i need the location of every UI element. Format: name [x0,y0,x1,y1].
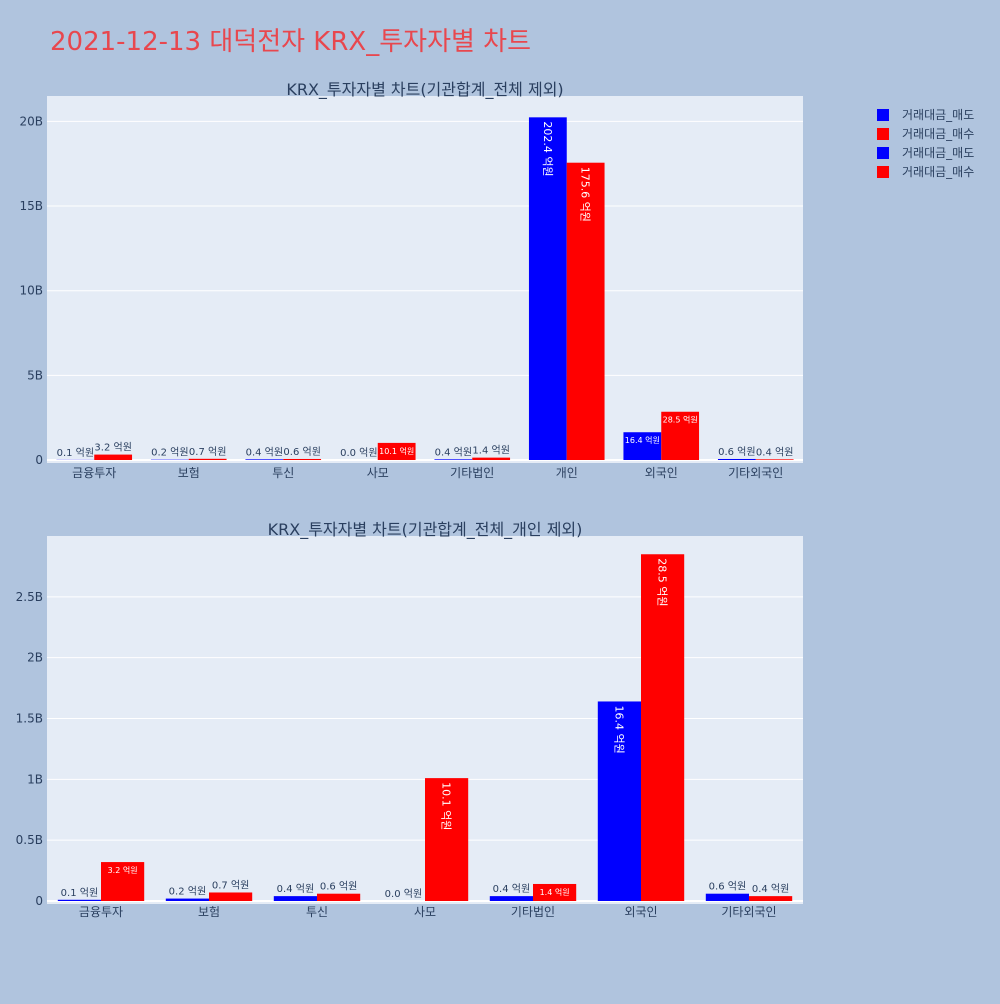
bar[interactable] [706,894,749,901]
bar-data-label: 3.2 억원 [94,442,131,454]
bar-data-label: 0.2 억원 [169,886,206,898]
bar-data-label: 0.6 억원 [283,446,320,458]
bar[interactable] [749,896,792,901]
bar-data-label: 1.4 억원 [540,887,570,897]
y-tick-label: 2.5B [16,590,43,604]
bar[interactable] [189,459,227,460]
bar-data-label: 0.4 억원 [756,446,793,458]
bar-data-label: 0.7 억원 [189,446,226,458]
bar[interactable] [94,455,132,460]
bar[interactable] [490,896,533,901]
y-tick-label: 5B [27,368,43,382]
bar-data-label: 28.5 억원 [663,415,698,425]
bar-data-label: 10.1 억원 [379,446,414,456]
y-tick-label: 2B [27,651,43,665]
bar-data-label: 0.6 억원 [709,881,746,893]
bar[interactable] [756,459,794,460]
chart-title: KRX_투자자별 차트(기관합계_전체 제외) [286,80,563,100]
bar-data-label: 0.1 억원 [57,447,94,459]
x-tick-label: 기타외국인 [721,905,776,919]
bar-data-label: 0.0 억원 [340,447,377,459]
y-tick-label: 20B [19,114,43,128]
bar-data-label: 0.4 억원 [435,446,472,458]
legend-swatch[interactable] [877,109,889,121]
legend-item-label[interactable]: 거래대금_매도 [902,108,974,122]
bar-data-label: 10.1 억원 [440,782,453,830]
x-tick-label: 외국인 [624,905,657,919]
bar-data-label: 0.0 억원 [385,888,422,900]
bar[interactable] [283,459,321,460]
legend-item-label[interactable]: 거래대금_매도 [902,146,974,160]
y-tick-label: 1.5B [16,712,43,726]
x-tick-label: 보험 [178,466,200,480]
bar[interactable] [245,459,283,460]
bar-data-label: 0.6 억원 [320,881,357,893]
y-tick-label: 0.5B [16,833,43,847]
x-tick-label: 사모 [367,466,389,480]
bar-data-label: 0.2 억원 [151,447,188,459]
x-tick-label: 기타외국인 [728,466,783,480]
bar[interactable] [166,899,209,901]
bar-data-label: 175.6 억원 [579,167,592,222]
bar[interactable] [434,459,472,460]
page-title: 2021-12-13 대덕전자 KRX_투자자별 차트 [50,27,531,57]
bar-data-label: 202.4 억원 [541,121,554,176]
y-tick-label: 15B [19,199,43,213]
bar-data-label: 0.6 억원 [718,446,755,458]
y-tick-label: 0 [35,894,43,908]
bar[interactable] [209,892,252,901]
bar[interactable] [718,459,756,460]
y-tick-label: 1B [27,772,43,786]
bar-data-label: 16.4 억원 [612,705,625,753]
chart-bottom: KRX_투자자별 차트(기관합계_전체_개인 제외) 0 0.5B 1B 1.5B 2B 2… [16,520,803,919]
bar[interactable] [274,896,317,901]
legend-item-label[interactable]: 거래대금_매수 [902,165,974,179]
y-tick-label: 0 [35,453,43,467]
x-tick-label: 기타법인 [450,466,494,480]
chart-top: KRX_투자자별 차트(기관합계_전체 제외) 0 5B 10B 15B 20B 금융투자 0… [19,80,803,480]
legend-item-label[interactable]: 거래대금_매수 [902,127,974,141]
bar-data-label: 0.4 억원 [246,446,283,458]
x-tick-label: 금융투자 [72,466,116,480]
bar-data-label: 28.5 억원 [656,558,669,606]
bar-data-label: 0.4 억원 [277,883,314,895]
bar[interactable] [472,458,510,460]
bar-data-label: 0.4 억원 [752,883,789,895]
bar[interactable] [317,894,360,901]
x-tick-label: 기타법인 [511,905,555,919]
legend-swatch[interactable] [877,166,889,178]
x-tick-label: 개인 [556,466,578,480]
x-tick-label: 투신 [306,905,328,919]
bar-data-label: 0.4 억원 [493,883,530,895]
bar-data-label: 1.4 억원 [472,445,509,457]
bar-data-label: 0.1 억원 [61,887,98,899]
x-tick-label: 사모 [414,905,436,919]
bar-data-label: 0.7 억원 [212,879,249,891]
x-tick-label: 외국인 [645,466,678,480]
x-tick-label: 금융투자 [79,905,123,919]
chart-title: KRX_투자자별 차트(기관합계_전체_개인 제외) [268,520,583,540]
legend-swatch[interactable] [877,147,889,159]
plot-area [47,96,803,463]
bar-data-label: 3.2 억원 [108,865,138,875]
bar-data-label: 16.4 억원 [625,435,660,445]
legend-swatch[interactable] [877,128,889,140]
x-tick-label: 보험 [198,905,220,919]
y-tick-label: 10B [19,284,43,298]
bar[interactable] [58,900,101,901]
x-tick-label: 투신 [272,466,294,480]
